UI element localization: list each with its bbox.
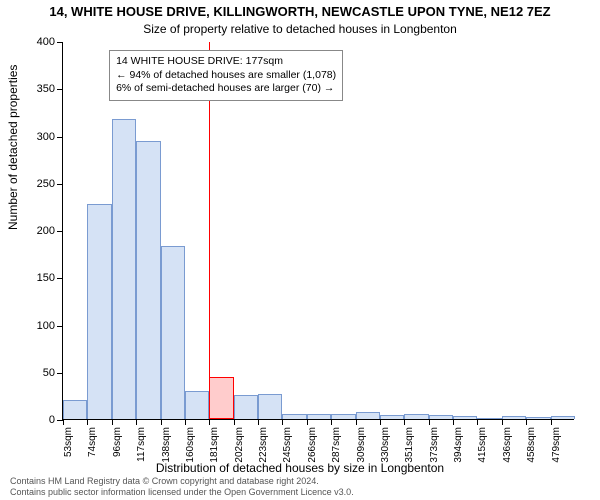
info-box: 14 WHITE HOUSE DRIVE: 177sqm← 94% of det… [109,50,343,101]
x-tick-label: 351sqm [404,427,415,463]
x-tick-label: 160sqm [185,427,196,463]
histogram-bar [234,395,258,419]
histogram-bar [258,394,282,419]
x-tick-label: 287sqm [331,427,342,463]
plot-area: 05010015020025030035040053sqm74sqm96sqm1… [62,42,574,420]
x-tick [161,419,162,425]
y-tick-label: 300 [37,131,55,143]
x-tick [63,419,64,425]
attribution-line1: Contains HM Land Registry data © Crown c… [10,476,590,487]
histogram-bar [380,415,404,419]
x-tick-label: 266sqm [307,427,318,463]
x-tick [209,419,210,425]
histogram-bar [112,119,136,419]
x-tick [136,419,137,425]
chart-title: 14, WHITE HOUSE DRIVE, KILLINGWORTH, NEW… [0,4,600,19]
histogram-bar [356,412,380,419]
histogram-bar [185,391,209,419]
y-tick [57,326,63,327]
x-axis-label: Distribution of detached houses by size … [0,461,600,475]
histogram-bar [63,400,87,419]
attribution-line2: Contains public sector information licen… [10,487,590,498]
x-tick [307,419,308,425]
y-axis-label: Number of detached properties [6,65,20,230]
marker-bar [209,377,233,419]
x-tick [477,419,478,425]
info-box-line: 14 WHITE HOUSE DRIVE: 177sqm [116,55,336,69]
y-tick [57,184,63,185]
histogram-bar [477,418,501,419]
x-tick-label: 479sqm [551,427,562,463]
x-tick-label: 96sqm [112,427,123,457]
x-tick [234,419,235,425]
x-tick [551,419,552,425]
x-tick-label: 74sqm [87,427,98,457]
histogram-bar [307,414,331,419]
x-tick-label: 223sqm [258,427,269,463]
y-tick [57,137,63,138]
x-tick-label: 181sqm [209,427,220,463]
y-tick [57,373,63,374]
x-tick [356,419,357,425]
histogram-bar [282,414,306,419]
histogram-bar [87,204,111,419]
y-tick-label: 50 [43,367,55,379]
histogram-bar [453,416,477,419]
x-tick [526,419,527,425]
x-tick-label: 458sqm [526,427,537,463]
histogram-bar [502,416,526,419]
x-tick-label: 309sqm [356,427,367,463]
x-tick [453,419,454,425]
info-box-line: ← 94% of detached houses are smaller (1,… [116,69,336,83]
y-tick-label: 150 [37,272,55,284]
x-tick-label: 53sqm [63,427,74,457]
y-tick [57,278,63,279]
x-tick-label: 373sqm [429,427,440,463]
histogram-bar [136,141,160,419]
x-tick [502,419,503,425]
histogram-bar [404,414,428,419]
y-tick-label: 0 [49,414,55,426]
chart-subtitle: Size of property relative to detached ho… [0,22,600,36]
y-tick-label: 250 [37,178,55,190]
x-tick [331,419,332,425]
y-tick-label: 400 [37,36,55,48]
x-tick-label: 202sqm [234,427,245,463]
histogram-bar [161,246,185,419]
x-tick [112,419,113,425]
y-tick [57,231,63,232]
chart-container: 14, WHITE HOUSE DRIVE, KILLINGWORTH, NEW… [0,0,600,500]
y-tick [57,89,63,90]
x-tick-label: 117sqm [136,427,147,462]
x-tick-label: 394sqm [453,427,464,463]
histogram-bar [526,417,550,419]
x-tick [404,419,405,425]
x-tick [87,419,88,425]
x-tick [282,419,283,425]
attribution: Contains HM Land Registry data © Crown c… [10,476,590,498]
y-tick-label: 100 [37,320,55,332]
x-tick [429,419,430,425]
x-tick-label: 245sqm [282,427,293,463]
x-tick [258,419,259,425]
x-tick-label: 138sqm [161,427,172,463]
x-tick-label: 436sqm [502,427,513,463]
x-tick [185,419,186,425]
histogram-bar [551,416,575,419]
histogram-bar [429,415,453,419]
y-tick [57,42,63,43]
y-tick-label: 350 [37,83,55,95]
x-tick-label: 330sqm [380,427,391,463]
x-tick [380,419,381,425]
x-tick-label: 415sqm [477,427,488,463]
histogram-bar [331,414,355,419]
info-box-line: 6% of semi-detached houses are larger (7… [116,82,336,96]
y-tick-label: 200 [37,225,55,237]
